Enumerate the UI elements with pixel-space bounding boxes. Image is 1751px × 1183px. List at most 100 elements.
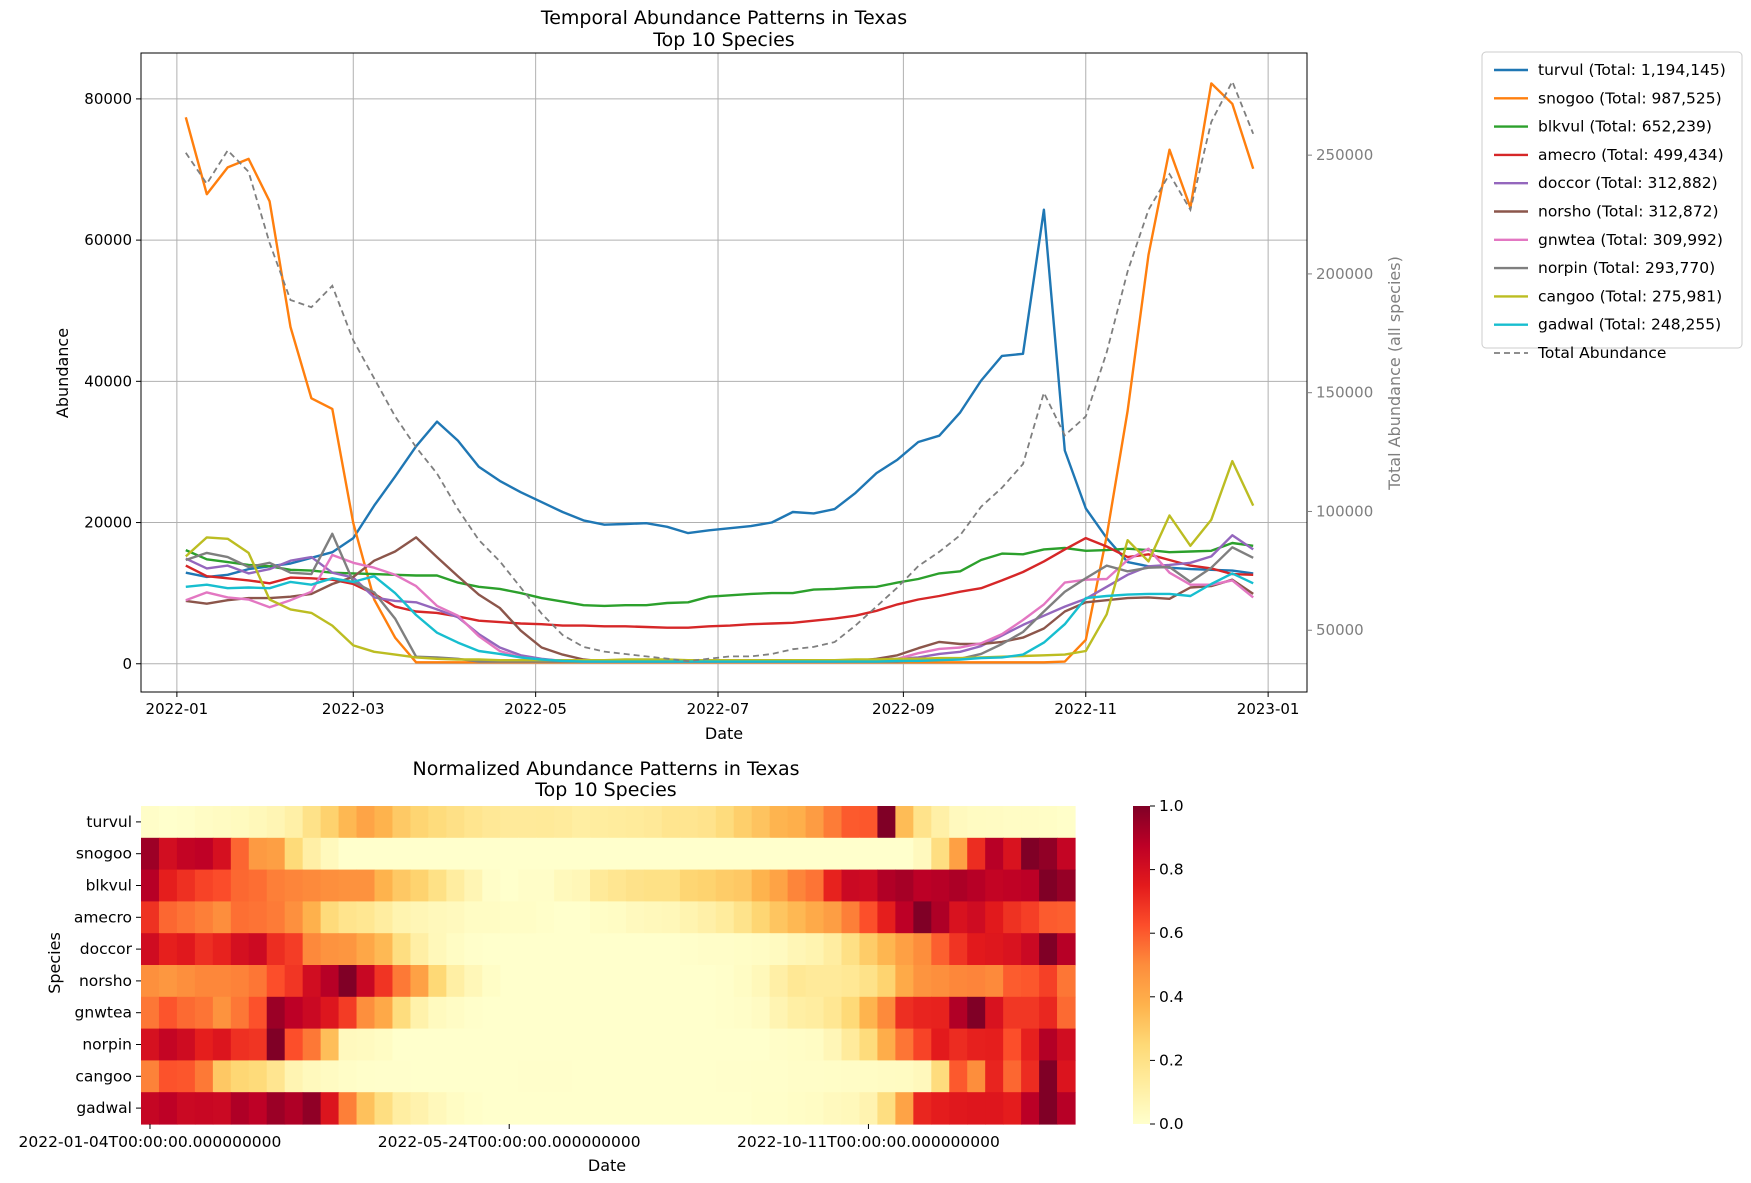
heatmap-cell [751,806,771,839]
heatmap-cell [823,901,843,934]
heatmap-cell [410,869,429,902]
heatmap-cell [554,933,573,966]
heatmap-cell [697,965,717,998]
heatmap-cell [176,837,196,871]
heatmap-cell [590,933,609,966]
heatmap-cell [320,996,340,1030]
x-tick-label: 2022-05 [504,700,567,718]
row-label: blkvul [86,877,132,895]
x-tick-label: 2022-03 [322,700,385,718]
heatmap-cell [464,869,483,902]
heatmap-cell [643,806,663,839]
heatmap-cell [733,1092,753,1125]
heatmap-cell [464,965,483,998]
heatmap-cell [482,965,501,998]
heatmap-cell [410,933,429,966]
heatmap-cell [967,869,986,902]
heatmap-cell [841,1028,861,1061]
heatmap-cell [212,965,232,998]
heatmap-cell [446,933,465,966]
heatmap-cell [1057,837,1076,871]
heatmap-cell [194,806,214,839]
heatmap-cell [194,837,214,871]
heatmap-cell [769,965,789,998]
heatmap-cell [590,806,609,839]
heatmap-cell [769,1092,789,1125]
heatmap-cell [877,1092,896,1125]
heatmap-cell [859,933,879,966]
heatmap-cell [841,806,861,839]
heatmap-cell [841,901,861,934]
heatmap-cell [428,1028,447,1061]
heatmap-cell [554,1092,573,1125]
heatmap-cell [158,837,178,871]
heatmap-cell [482,996,501,1030]
heatmap-cell [985,1092,1004,1125]
heatmap-cell [697,933,717,966]
heatmap-cell [841,1060,861,1093]
heatmap-cell [500,806,519,839]
heatmap-cell [482,933,501,966]
heatmap-cell [464,837,483,871]
heatmap-cell [1039,901,1058,934]
heatmap-cell [1039,965,1058,998]
heatmap-cell [410,901,429,934]
heatmap-cell [284,869,304,902]
heatmap-cell [536,869,555,902]
heatmap-cell [248,837,268,871]
x-tick-label: 2022-01 [146,700,209,718]
heatmap-cell [877,806,896,839]
heatmap-cell [194,869,214,902]
heatmap-cell [1057,1028,1076,1061]
heatmap-cell [608,1028,627,1061]
heatmap-cell [1021,806,1040,839]
heatmap-cell [428,933,447,966]
heatmap-cell [913,1060,932,1093]
heatmap-cell [1003,869,1022,902]
heatmap-cell [230,1060,250,1093]
heatmap-cell [464,1028,483,1061]
heatmap-cell [428,965,447,998]
heatmap-cell [625,1060,645,1093]
heatmap-cell [608,901,627,934]
heatmap-cell [679,1092,699,1125]
x-tick-label: 2022-05-24T00:00:00.000000000 [378,1133,641,1151]
heatmap-cell [230,806,250,839]
heatmap-cell [769,933,789,966]
heatmap-cell [194,996,214,1030]
heatmap-cell [248,1028,268,1061]
heatmap-cell [1003,806,1022,839]
heatmap-cell [805,901,825,934]
heatmap-cell [212,996,232,1030]
heatmap-cell [769,996,789,1030]
heatmap-cell [823,933,843,966]
heatmap-cell [733,1028,753,1061]
heatmap-cell [697,1092,717,1125]
heatmap-cell [536,996,555,1030]
heatmap-cell [715,806,735,839]
heatmap-cell [715,869,735,902]
heatmap-cell [284,837,304,871]
heatmap-cell [1003,996,1022,1030]
heatmap-cell [949,996,968,1030]
heatmap-cell [769,901,789,934]
heatmap-cell [302,1092,322,1125]
y-tick-label: 0 [122,655,132,673]
heatmap-cell [590,1060,609,1093]
heatmap-cell [374,1060,394,1093]
heatmap-cell [392,1092,412,1125]
heatmap-cell [158,1060,178,1093]
heatmap-cell [500,869,519,902]
heatmap-cell [787,869,807,902]
heatmap-cell [302,837,322,871]
heatmap-cell [859,837,879,871]
heatmap-cell [266,806,286,839]
heatmap-cell [985,901,1004,934]
line-chart-right-y-label: Total Abundance (all species) [1385,256,1404,491]
heatmap-cell [697,837,717,871]
heatmap-cell [392,837,412,871]
heatmap-cell [1039,806,1058,839]
heatmap-cell [446,965,465,998]
heatmap-cell [967,996,986,1030]
heatmap-cell [661,965,681,998]
